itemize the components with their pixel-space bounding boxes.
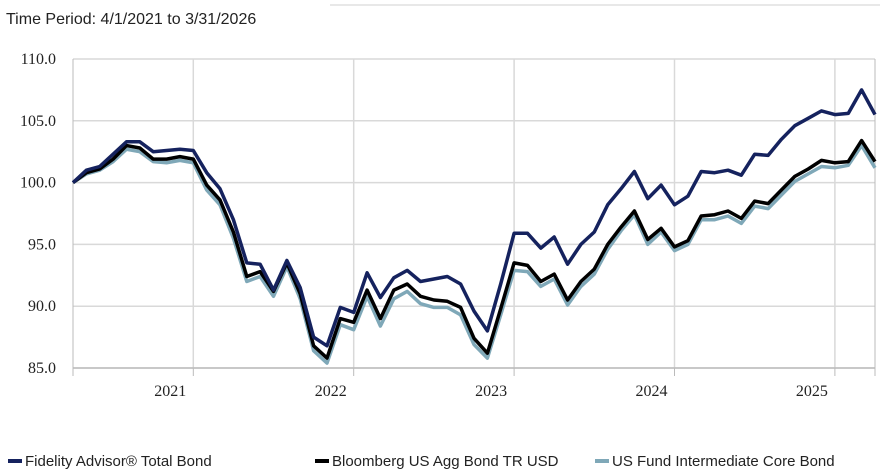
legend-label: Bloomberg US Agg Bond TR USD	[332, 453, 559, 470]
y-tick-label: 100.0	[20, 175, 56, 192]
y-tick-label: 95.0	[28, 236, 56, 253]
x-tick-label: 2023	[475, 383, 507, 400]
y-tick-label: 110.0	[21, 51, 56, 68]
y-tick-label: 85.0	[28, 360, 56, 377]
x-tick-label: 2021	[154, 383, 186, 400]
series-line	[71, 138, 877, 360]
x-tick-label: 2024	[636, 383, 668, 400]
series-line	[72, 143, 877, 365]
y-tick-label: 90.0	[28, 298, 56, 315]
x-tick-label: 2022	[315, 383, 347, 400]
series-line	[71, 88, 877, 348]
x-tick-label: 2025	[796, 383, 828, 400]
legend-label: US Fund Intermediate Core Bond	[612, 453, 835, 470]
y-tick-label: 105.0	[20, 113, 56, 130]
chart-title: Time Period: 4/1/2021 to 3/31/2026	[6, 11, 256, 28]
legend-label: Fidelity Advisor® Total Bond	[25, 453, 212, 470]
